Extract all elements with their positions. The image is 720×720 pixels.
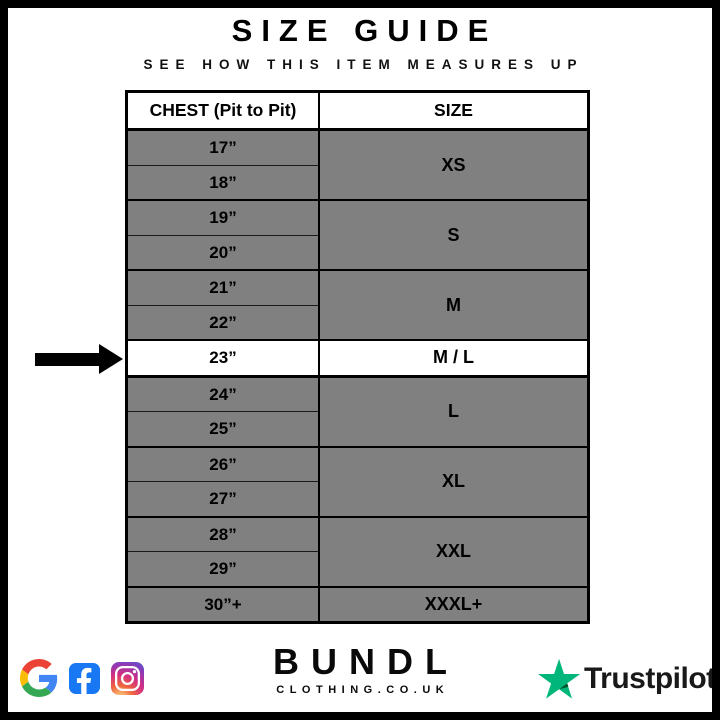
size-table: CHEST (Pit to Pit) SIZE 17” 18” XS 19” 20” S 2… — [125, 90, 590, 624]
size-value-cell: S — [320, 201, 587, 269]
chest-value-cell: 21” — [128, 271, 318, 305]
size-group-m: 21” 22” M — [128, 271, 587, 341]
chest-value-cell: 23” — [128, 341, 318, 375]
chest-value-cell: 17” — [128, 131, 318, 165]
size-table-body: 17” 18” XS 19” 20” S 21” 22” M 23” M / L 24” 25” L 26”… — [128, 131, 587, 621]
size-group-xxxl: 30”+ XXXL+ — [128, 587, 587, 621]
size-table-header: CHEST (Pit to Pit) SIZE — [128, 93, 587, 131]
size-group-ml: 23” M / L — [128, 341, 587, 378]
social-icons — [20, 659, 144, 697]
chest-column: 23” — [128, 341, 320, 375]
chest-value-cell: 29” — [128, 551, 318, 586]
chest-column: 17” 18” — [128, 131, 320, 199]
page-subtitle: SEE HOW THIS ITEM MEASURES UP — [143, 57, 584, 72]
size-group-xs: 17” 18” XS — [128, 131, 587, 201]
google-icon — [20, 659, 58, 697]
size-value-cell: XXXL+ — [320, 587, 587, 621]
chest-value-cell: 18” — [128, 164, 318, 199]
size-value-cell: L — [320, 377, 587, 446]
size-value-cell: XL — [320, 447, 587, 516]
chest-value-cell: 24” — [128, 377, 318, 411]
column-header-size: SIZE — [434, 100, 473, 120]
arrow-shaft — [35, 352, 100, 366]
size-group-l: 24” 25” L — [128, 377, 587, 448]
chest-column: 28” 29” — [128, 517, 320, 586]
size-value-cell: M — [320, 271, 587, 339]
instagram-camera-glyph — [114, 665, 141, 691]
chest-value-cell: 26” — [128, 447, 318, 481]
facebook-f-glyph — [76, 667, 92, 694]
size-value-cell: XS — [320, 131, 587, 199]
trustpilot-star-icon — [538, 658, 580, 699]
chest-value-cell: 20” — [128, 234, 318, 269]
chest-value-cell: 28” — [128, 517, 318, 551]
chest-column: 21” 22” — [128, 271, 320, 339]
chest-value-cell: 19” — [128, 201, 318, 235]
size-value-cell: M / L — [320, 341, 587, 375]
arrow-head — [99, 344, 123, 374]
page-title: SIZE GUIDE — [231, 13, 498, 48]
chest-column: 19” 20” — [128, 201, 320, 269]
chest-value-cell: 22” — [128, 304, 318, 339]
chest-value-cell: 25” — [128, 411, 318, 446]
brand-domain: CLOTHING.CO.UK — [276, 684, 450, 696]
size-group-s: 19” 20” S — [128, 201, 587, 271]
chest-column: 30”+ — [128, 587, 320, 621]
size-value-cell: XXL — [320, 517, 587, 586]
column-header-chest: CHEST (Pit to Pit) — [128, 93, 320, 128]
trustpilot-logo: Trustpilot — [538, 658, 716, 699]
chest-column: 24” 25” — [128, 377, 320, 446]
chest-column: 26” 27” — [128, 447, 320, 516]
chest-value-cell: 30”+ — [128, 587, 318, 621]
instagram-icon — [111, 661, 144, 695]
size-group-xl: 26” 27” XL — [128, 447, 587, 518]
size-group-xxl: 28” 29” XXL — [128, 517, 587, 588]
chest-value-cell: 27” — [128, 481, 318, 516]
brand-logo: BUNDL CLOTHING.CO.UK — [261, 641, 459, 697]
trustpilot-label: Trustpilot — [584, 661, 716, 695]
brand-name: BUNDL — [273, 641, 459, 682]
highlight-arrow-icon — [35, 344, 123, 374]
facebook-icon — [69, 662, 100, 694]
